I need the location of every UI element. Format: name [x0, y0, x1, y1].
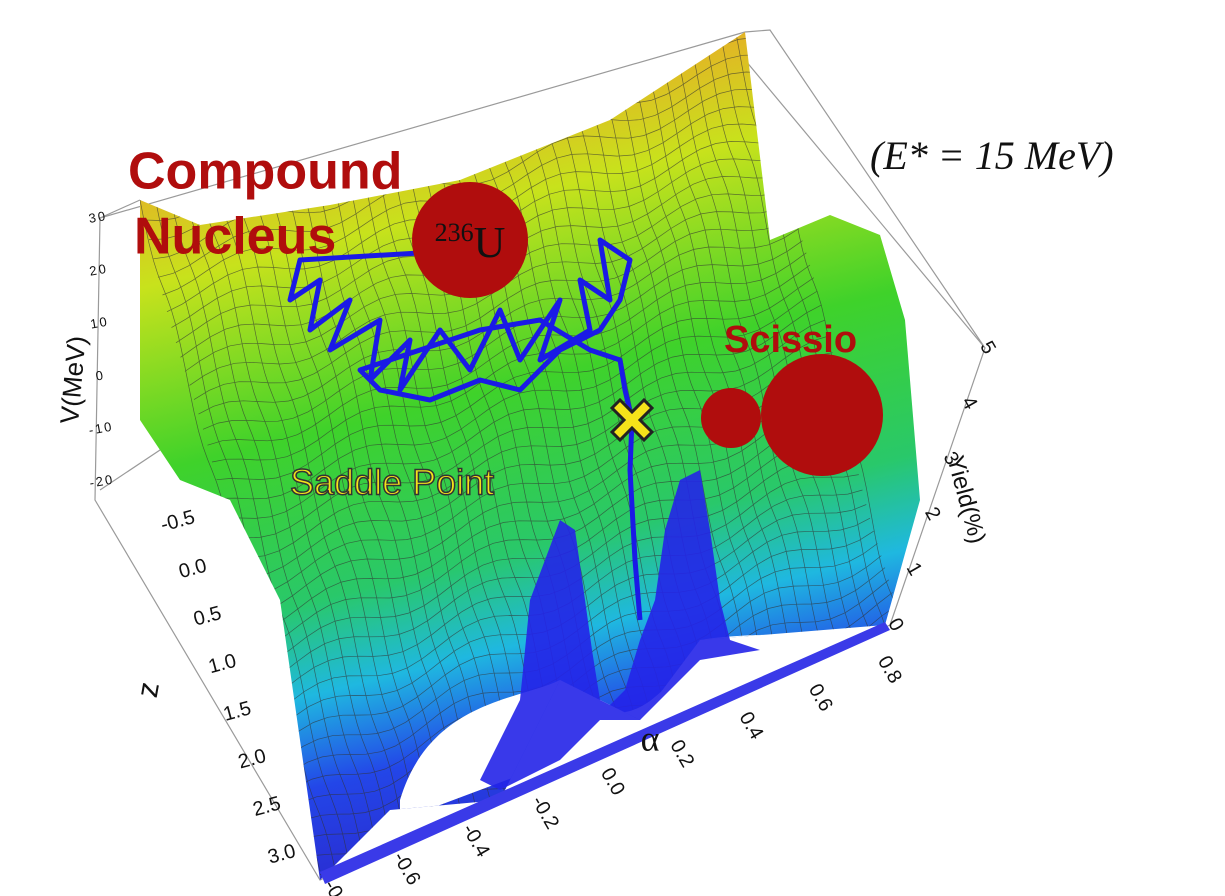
y-tick-label: 2.0 [236, 745, 269, 773]
x-axis-title: α [641, 718, 660, 758]
x-tick-label: -0.4 [458, 820, 494, 861]
x-tick-label: 0.2 [665, 736, 698, 771]
y2-tick-label: 4 [957, 393, 982, 414]
y-tick-label: -0.5 [158, 506, 197, 536]
z-tick-label: -10 [88, 419, 115, 438]
y-tick-label: 1.0 [206, 650, 239, 678]
y2-tick-label: 2 [920, 504, 945, 525]
y-tick-label: 3.0 [266, 840, 299, 868]
y-tick-label: 2.5 [251, 792, 284, 820]
isotope-mass: 236 [435, 218, 474, 247]
y2-tick-label: 1 [902, 559, 927, 580]
z-tick-label: 20 [88, 261, 109, 279]
energy-label: (E* = 15 MeV) [870, 133, 1114, 178]
z-tick-label: 0 [94, 367, 106, 383]
y-tick-label: 0.0 [176, 555, 209, 583]
z-tick-label: -20 [88, 471, 115, 490]
page: {"annotations": {"compound": "Compound",… [0, 0, 1225, 896]
x-tick-label: 0.8 [873, 652, 906, 687]
z-axis-title: V(MeV) [54, 335, 92, 425]
chart: 236U Compound Nucleus (E* = 15 MeV) Scis… [0, 0, 1225, 896]
saddle-label: Saddle Point [290, 462, 494, 503]
z-tick-label: 10 [89, 314, 110, 332]
fragment-light [701, 388, 761, 448]
y-tick-label: 0.5 [191, 602, 224, 630]
compound-label: Compound [128, 143, 402, 201]
x-tick-label: 0.4 [735, 708, 768, 743]
y2-axis-title: Yield(%) [941, 453, 990, 547]
y-tick-label: 1.5 [221, 697, 254, 725]
z-tick-label: 30 [87, 208, 108, 226]
scission-label: Scissio [724, 319, 857, 361]
x-tick-label: -0.6 [388, 848, 424, 889]
x-tick-label: 0.6 [804, 680, 837, 715]
nucleus-label: Nucleus [134, 208, 336, 266]
x-tick-label: 0.0 [596, 764, 629, 799]
y-axis-title: z [131, 679, 166, 700]
x-tick-label: -0.2 [527, 792, 563, 833]
isotope-symbol: U [474, 218, 506, 267]
fragment-heavy [761, 354, 883, 476]
